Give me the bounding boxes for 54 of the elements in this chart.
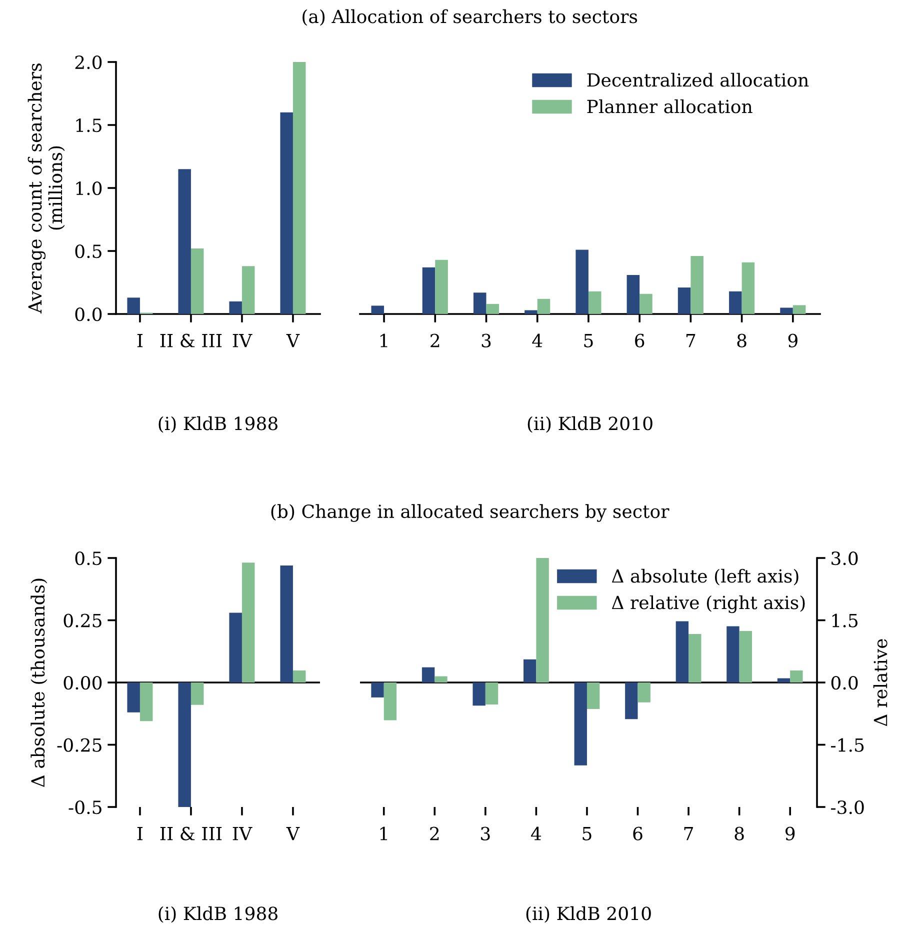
x-tick-label: 5 <box>584 334 593 348</box>
x-tick-label: 2 <box>430 826 439 840</box>
x-tick-label: 7 <box>686 334 696 348</box>
y-tick-label: -0.25 <box>57 738 102 752</box>
y2-tick-label: 1.5 <box>832 614 858 628</box>
legend-label: Δ absolute (left axis) <box>612 568 798 586</box>
x-tick-label: 7 <box>684 827 693 840</box>
y-tick-label: 0.5 <box>75 551 102 566</box>
x-tick-label: 2 <box>430 334 440 348</box>
y-tick-label: -0.5 <box>68 800 102 814</box>
x-tick-label: 1 <box>380 334 388 348</box>
legend-label: Δ relative (right axis) <box>612 595 805 614</box>
x-tick-label: 4 <box>531 826 542 840</box>
x-tick-label: 6 <box>635 334 644 348</box>
x-tick-label: 1 <box>380 826 388 840</box>
y-tick-label: 0.25 <box>64 614 102 628</box>
y-tick-label: 0.0 <box>75 307 102 322</box>
x-tick-label: 4 <box>532 334 542 348</box>
y-tick-label: 0.5 <box>75 244 102 258</box>
y-tick-label: 1.5 <box>76 118 102 132</box>
y2-axis-title: Δ relative <box>873 639 888 726</box>
legend-label: Planner allocation <box>587 99 752 114</box>
y2-tick-label: 0.0 <box>831 676 858 690</box>
x-tick-label: II & III <box>160 334 222 348</box>
x-tick-label: 8 <box>737 334 746 348</box>
x-tick-label: 8 <box>734 826 744 840</box>
x-axis-title: (ii) KldB 2010 <box>526 906 651 923</box>
x-tick-label: I <box>137 827 143 840</box>
x-tick-label: I <box>137 334 143 348</box>
y2-tick-label: 3.0 <box>832 551 858 566</box>
y2-tick-label: -1.5 <box>830 738 864 752</box>
x-axis-title: (i) KldB 1988 <box>158 906 278 923</box>
y-tick-label: 0.00 <box>64 676 102 690</box>
y2-tick-label: -3.0 <box>830 800 864 814</box>
y-axis-title: Δ absolute (thousands) <box>30 578 48 787</box>
x-tick-label: II & III <box>160 826 222 840</box>
y-axis-title: Average count of searchers (millions) <box>28 64 65 314</box>
chart-title: (a) Allocation of searchers to sectors <box>302 9 638 26</box>
x-tick-label: V <box>286 334 300 348</box>
x-tick-label: 3 <box>482 334 491 348</box>
y-tick-label: 2.0 <box>75 55 102 70</box>
chart-title: (b) Change in allocated searchers by sector <box>271 504 670 522</box>
y-tick-label: 1.0 <box>76 181 102 196</box>
x-tick-label: V <box>286 827 300 840</box>
x-tick-label: IV <box>232 827 252 840</box>
x-tick-label: 9 <box>788 334 798 348</box>
x-axis-title: (i) KldB 1988 <box>158 416 278 433</box>
x-tick-label: 3 <box>481 826 490 840</box>
x-tick-label: IV <box>232 334 252 348</box>
x-axis-title: (ii) KldB 2010 <box>528 416 652 433</box>
x-tick-label: 9 <box>785 826 795 840</box>
x-tick-label: 5 <box>582 827 592 840</box>
legend-label: Decentralized allocation <box>587 72 809 87</box>
x-tick-label: 6 <box>633 826 642 840</box>
